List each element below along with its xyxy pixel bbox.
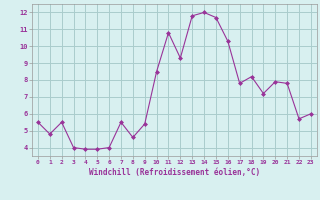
X-axis label: Windchill (Refroidissement éolien,°C): Windchill (Refroidissement éolien,°C)	[89, 168, 260, 177]
